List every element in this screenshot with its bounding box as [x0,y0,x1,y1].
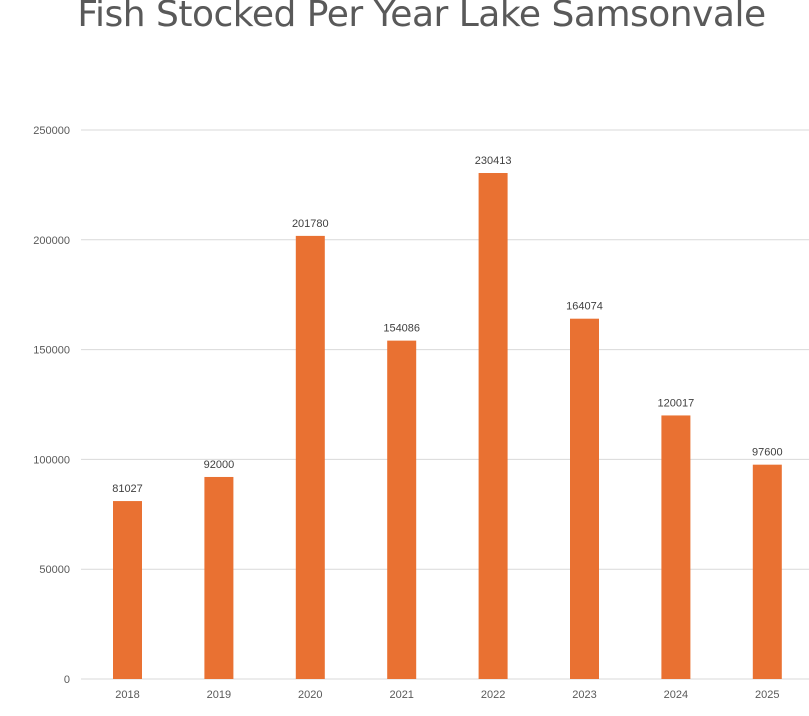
data-label: 201780 [292,218,329,230]
y-tick-label: 0 [64,674,70,686]
x-axis-tick-labels: 2018 2019 2020 2021 2022 2023 2024 2025 [115,689,779,701]
y-tick-label: 100000 [33,454,70,466]
data-label: 164074 [566,301,603,313]
bar [295,235,325,679]
y-tick-label: 150000 [33,345,70,357]
data-label: 120017 [658,397,695,409]
x-tick-label: 2023 [572,689,596,701]
bar [570,318,599,679]
x-tick-label: 2022 [481,689,505,701]
x-tick-label: 2019 [207,689,231,701]
data-label: 230413 [475,155,512,167]
chart-title: Fish Stocked Per Year Lake Samsonvale [77,0,766,35]
bar [661,415,691,679]
x-tick-label: 2021 [389,689,413,701]
x-tick-label: 2018 [115,689,139,701]
bar [387,340,417,679]
data-label: 92000 [204,459,235,471]
bars [113,173,782,679]
data-labels: 81027 92000 201780 154086 230413 164074 120017… [112,155,782,495]
data-label: 154086 [383,323,420,335]
bar [752,464,782,679]
gridlines [81,129,809,680]
x-tick-label: 2020 [298,689,322,701]
data-label: 97600 [752,447,783,459]
bar [478,173,508,679]
bar [204,476,234,679]
x-tick-label: 2025 [755,689,779,701]
x-tick-label: 2024 [664,689,688,701]
y-tick-label: 50000 [39,564,70,576]
bar [113,501,142,679]
y-tick-label: 250000 [33,125,70,137]
y-axis-tick-labels: 0 50000 100000 150000 200000 250000 [33,125,70,686]
y-tick-label: 200000 [33,235,70,247]
data-label: 81027 [112,483,143,495]
